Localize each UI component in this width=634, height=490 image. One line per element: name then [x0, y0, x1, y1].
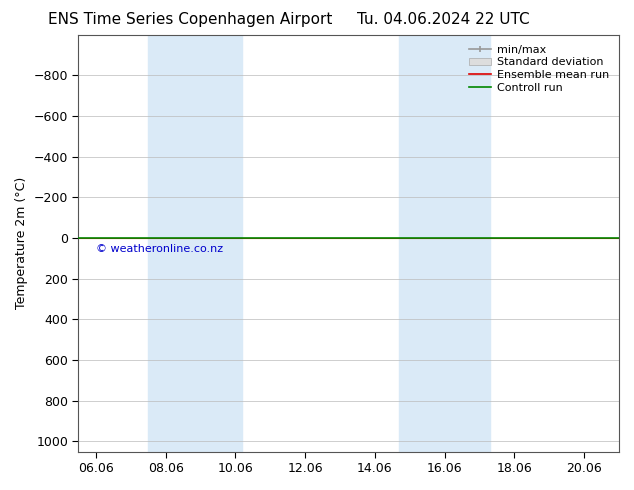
Bar — [148, 35, 242, 452]
Text: © weatheronline.co.nz: © weatheronline.co.nz — [96, 244, 223, 254]
Legend: min/max, Standard deviation, Ensemble mean run, Controll run: min/max, Standard deviation, Ensemble me… — [465, 40, 614, 98]
Text: Tu. 04.06.2024 22 UTC: Tu. 04.06.2024 22 UTC — [358, 12, 530, 27]
Text: ENS Time Series Copenhagen Airport: ENS Time Series Copenhagen Airport — [48, 12, 332, 27]
Bar — [399, 35, 490, 452]
Y-axis label: Temperature 2m (°C): Temperature 2m (°C) — [15, 177, 28, 309]
